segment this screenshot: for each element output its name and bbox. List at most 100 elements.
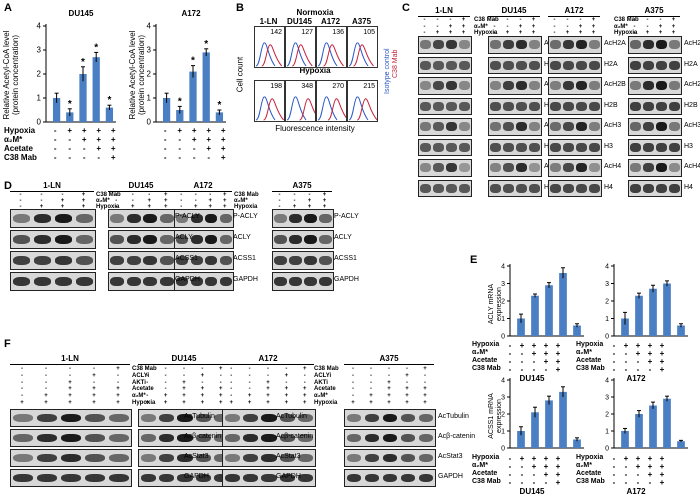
blot-Acβ-catenin <box>138 429 232 447</box>
blot-band <box>459 122 470 132</box>
blot-P-ACLY <box>272 209 334 228</box>
panelF-symbol: + <box>92 386 96 393</box>
panelF-title-rule <box>344 364 434 365</box>
blot-band <box>490 183 501 193</box>
blot-band <box>176 276 189 287</box>
panelF-symbol: - <box>21 379 23 386</box>
bar <box>202 52 210 122</box>
panelC-symbol: - <box>659 17 662 23</box>
panelC-cell-title: A172 <box>564 6 584 15</box>
panelD-symbol: - <box>131 198 134 204</box>
blot-band <box>382 473 398 483</box>
blot-band <box>304 213 317 224</box>
blot-band <box>529 142 540 152</box>
blot-band <box>54 276 73 287</box>
panelD-cell-title: DU145 <box>128 181 154 190</box>
panelD-symbol: + <box>60 198 65 204</box>
blot-band <box>261 453 277 463</box>
bar <box>215 112 224 122</box>
panelF-symbol: + <box>387 379 391 386</box>
panelC-cond-label: C38 Mab <box>474 17 499 23</box>
blot-band <box>589 40 600 50</box>
panelE-cond-label-acetate: Acetate <box>472 470 498 477</box>
blot-band <box>13 473 33 483</box>
blot-band <box>400 473 416 483</box>
blot-band <box>490 122 501 132</box>
cond-symbol: - <box>192 153 196 162</box>
panelF-symbol: - <box>45 386 47 393</box>
bar <box>92 57 100 123</box>
histogram-value: 142 <box>270 29 282 36</box>
panelF-symbol: - <box>370 366 372 372</box>
blot-GAPDH <box>174 272 234 291</box>
blot-band <box>109 433 129 443</box>
panelF-symbol: + <box>44 400 48 406</box>
panelD-symbol: + <box>322 192 327 198</box>
blot-band <box>643 122 654 132</box>
panelC-symbol: + <box>505 30 510 36</box>
panelF-symbol: + <box>405 400 409 406</box>
y-tick-label: 2 <box>501 412 505 419</box>
cond-symbol: + <box>543 470 549 479</box>
cond-symbol: - <box>612 454 616 463</box>
y-tick-label: 4 <box>605 378 609 385</box>
blot-band <box>140 433 156 443</box>
blot-band <box>126 255 141 266</box>
y-tick-label: 1 <box>147 94 152 103</box>
histogram-cell-label: A172 <box>320 17 341 26</box>
panelE-cond-labels: Hypoxia α₂M* Acetate C38 Mab <box>576 454 606 486</box>
panelF-symbol: + <box>68 379 72 386</box>
panelF-row-label: AcStat3 <box>184 453 209 460</box>
blot-band <box>516 142 527 152</box>
cond-symbol: + <box>659 365 665 374</box>
blot-band <box>279 433 295 443</box>
blot-band <box>37 433 57 443</box>
panelD-symbol: - <box>115 204 118 210</box>
panelF-symbol: + <box>68 393 72 400</box>
blot-band <box>400 413 416 423</box>
blot-band <box>656 142 667 152</box>
acly-ylabel-line1: ACLY mRNA <box>488 283 495 325</box>
panelF-symbol: - <box>424 372 426 379</box>
panelD-cond-label: Hypoxia <box>234 204 258 210</box>
cond-symbol: + <box>555 478 561 487</box>
blot-band <box>109 413 129 423</box>
blot-AcH3 <box>548 118 602 136</box>
y-tick-label: 0 <box>147 118 152 127</box>
panelD-symbol: - <box>278 204 281 210</box>
panelC-symbol: + <box>531 17 536 23</box>
panelE-cell-title: DU145 <box>519 487 545 496</box>
panelF-cond-label: α₂M* <box>314 393 328 400</box>
blot-band <box>589 183 600 193</box>
blot-band <box>177 413 193 423</box>
panelC-symbol: - <box>436 23 439 30</box>
y-tick-label: 4 <box>147 22 152 31</box>
panelC-row-label: H2A <box>684 60 698 68</box>
panelF-symbol: + <box>92 372 96 379</box>
blot-band <box>382 413 398 423</box>
panelF-symbol: + <box>423 393 427 400</box>
panelD-row-label: ACSS1 <box>175 255 198 262</box>
blot-GAPDH <box>272 272 334 291</box>
panelE-cond-label-c38: C38 Mab <box>576 365 605 372</box>
blot-band <box>61 413 81 423</box>
cond-symbol: - <box>508 349 512 358</box>
cond-symbol: + <box>635 341 641 350</box>
panelF-symbol: + <box>219 400 223 406</box>
histogram-cell-label: 1-LN <box>259 17 278 26</box>
cond-symbol: - <box>508 454 512 463</box>
c38-curve <box>291 44 313 67</box>
panelF-symbol: - <box>352 366 354 372</box>
panelD-symbol: - <box>194 198 197 204</box>
cond-symbol: - <box>508 341 512 350</box>
panelD-symbol: - <box>115 198 118 204</box>
blot-band <box>298 453 314 463</box>
blot-band <box>364 413 380 423</box>
cond-symbol: + <box>659 349 665 358</box>
panelC-symbol: + <box>578 23 583 30</box>
hypoxia-title: Hypoxia <box>299 66 331 75</box>
cond-symbol: + <box>519 454 525 463</box>
panelF-symbol: + <box>44 393 48 400</box>
panelF-cond-label: α₂M* <box>132 393 146 400</box>
isotype-curve <box>255 96 276 121</box>
